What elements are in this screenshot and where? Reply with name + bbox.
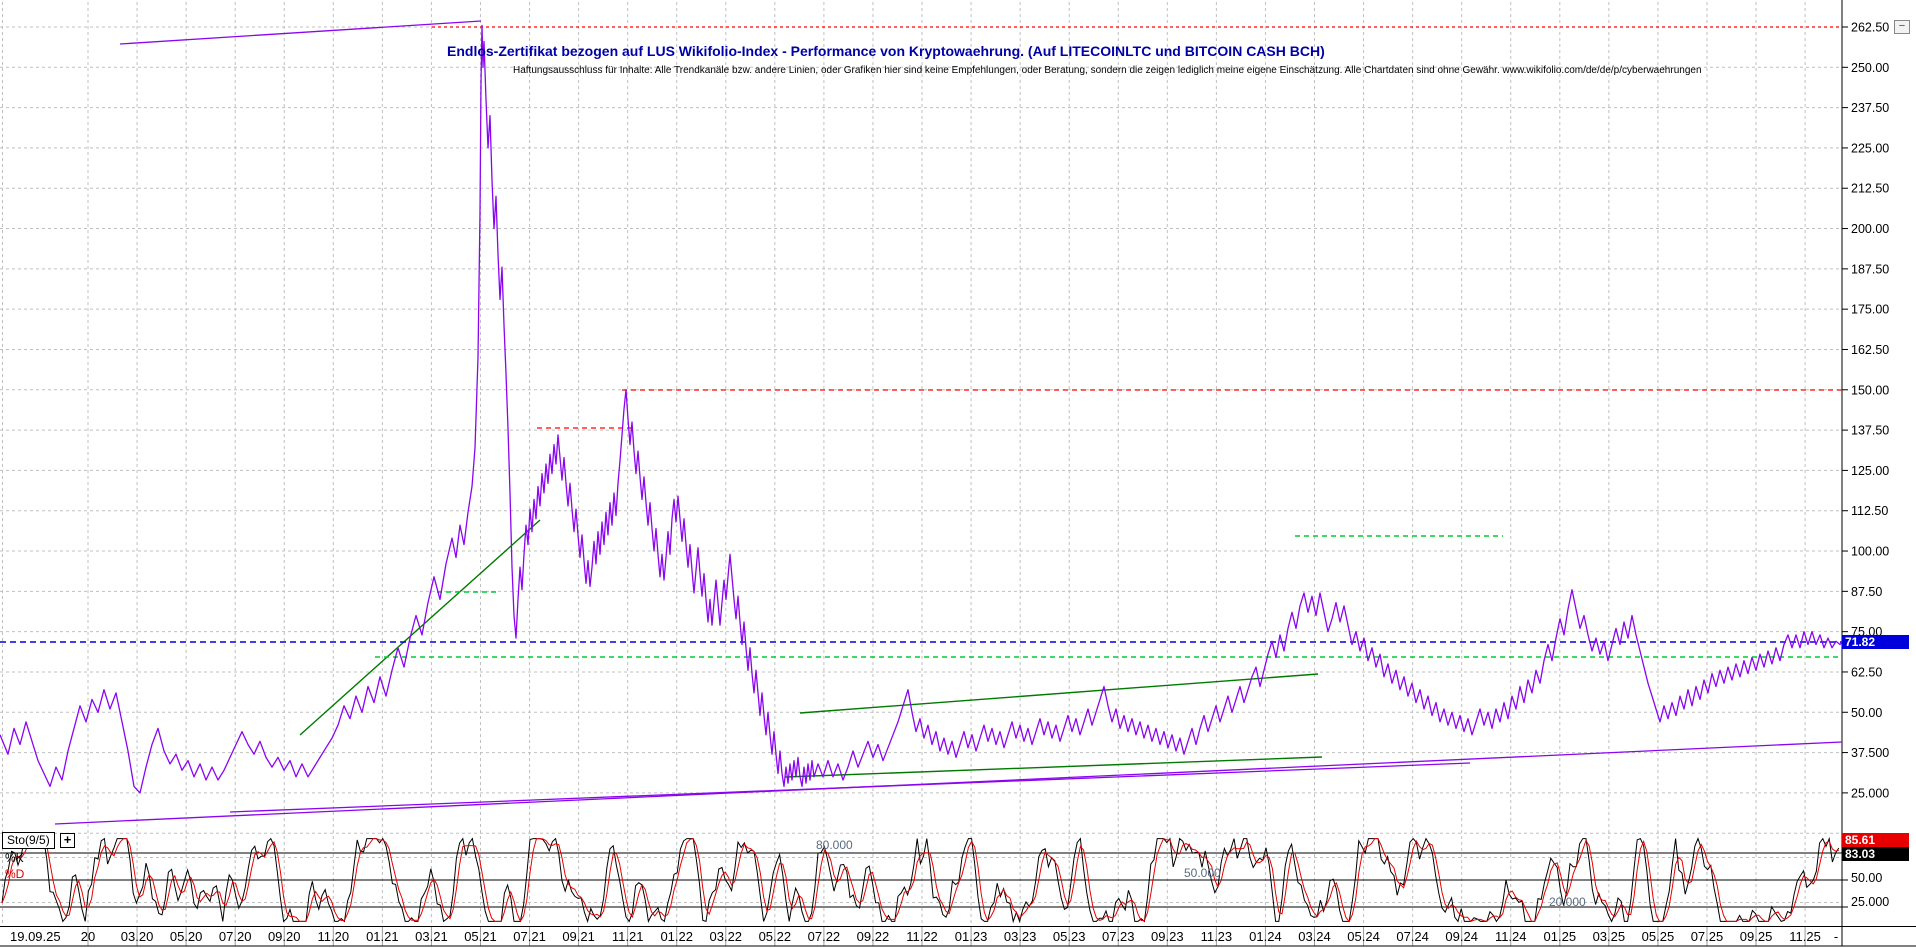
x-axis-label: 11.25	[1789, 929, 1821, 944]
x-axis-label: 05.20	[170, 929, 203, 944]
purple-upper-resistance	[119, 20, 482, 45]
x-axis-label: 11.20	[318, 929, 350, 944]
x-axis-label: 09.21	[562, 929, 595, 944]
stochastic-axis-label-50: 50.00	[1851, 871, 1883, 885]
x-axis-label: 09.22	[857, 929, 890, 944]
y-axis-tick-label: 225.00	[1851, 141, 1889, 155]
y-axis-tick-label: 175.00	[1851, 303, 1889, 317]
stochastic-level-50-label: 50.000	[1184, 866, 1221, 880]
stochastic-d-legend: %D	[5, 867, 25, 881]
y-axis-tick-label: 200.00	[1851, 222, 1889, 236]
stochastic-d-value-marker: 83.03	[1842, 847, 1909, 861]
x-axis-label: 01.24	[1249, 929, 1282, 944]
x-axis-label: 05.24	[1347, 929, 1380, 944]
current-price-marker: 71.82	[1842, 635, 1909, 649]
x-axis-label: 03.20	[121, 929, 154, 944]
x-axis-label: 05.22	[759, 929, 792, 944]
x-axis-label: 11.22	[906, 929, 938, 944]
stochastic-indicator-label[interactable]: Sto(9/5)	[2, 832, 55, 849]
y-axis-tick-label: 25.000	[1851, 786, 1889, 800]
x-axis-label: 03.22	[710, 929, 743, 944]
y-axis-tick-label: 162.50	[1851, 343, 1889, 357]
x-axis-label: 01.22	[660, 929, 693, 944]
y-axis-tick-label: 212.50	[1851, 182, 1889, 196]
x-axis-label: 07.21	[513, 929, 546, 944]
y-axis-tick-label: 137.50	[1851, 424, 1889, 438]
x-axis-label: 07.22	[808, 929, 841, 944]
x-axis-label: 05.25	[1642, 929, 1675, 944]
stochastic-d-line	[1, 837, 1839, 923]
x-axis-label: 07.23	[1102, 929, 1135, 944]
x-axis-label: 20	[81, 929, 95, 944]
y-axis-tick-label: 125.00	[1851, 464, 1889, 478]
x-axis-label: 09.25	[1740, 929, 1773, 944]
y-axis-tick-label: 62.50	[1851, 665, 1882, 679]
x-axis-label: 01.21	[366, 929, 399, 944]
y-axis-tick-label: 237.50	[1851, 101, 1889, 115]
stochastic-axis-label-25: 25.000	[1851, 895, 1890, 909]
green-channel-upper	[799, 673, 1319, 714]
y-axis-tick-label: 87.50	[1851, 585, 1882, 599]
stochastic-level-20-label: 20.000	[1549, 895, 1586, 909]
y-axis-tick-label: 187.50	[1851, 262, 1889, 276]
x-axis-label: 09.23	[1151, 929, 1184, 944]
chart-disclaimer: Haftungsausschluss für Inhalte: Alle Tre…	[513, 65, 1702, 76]
x-axis-label: 09.24	[1445, 929, 1478, 944]
y-axis-tick-label: 150.00	[1851, 383, 1889, 397]
stochastic-k-value-marker: 85.61	[1842, 833, 1909, 847]
x-axis-label: 11.24	[1495, 929, 1527, 944]
collapse-button[interactable]: −	[1894, 20, 1910, 34]
x-axis-label: 01.25	[1544, 929, 1577, 944]
x-axis-label: 09.20	[268, 929, 301, 944]
y-axis-tick-label: 50.00	[1851, 706, 1882, 720]
x-axis-label: 11.21	[612, 929, 644, 944]
x-axis-label: 03.21	[415, 929, 448, 944]
x-axis-label: 07.25	[1691, 929, 1724, 944]
purple-long-support-2	[229, 762, 1471, 813]
x-axis-label: -	[1834, 929, 1838, 944]
x-axis-label: 07.20	[219, 929, 252, 944]
green-channel-lower	[784, 756, 1323, 778]
x-axis-label: 05.21	[464, 929, 497, 944]
x-axis-label: 11.23	[1201, 929, 1233, 944]
x-axis-label: 19.09.25	[10, 929, 61, 944]
x-axis-label: 01.23	[955, 929, 988, 944]
x-axis-label: 05.23	[1053, 929, 1086, 944]
stochastic-k-legend: %K	[5, 851, 24, 865]
y-axis-tick-label: 112.50	[1851, 504, 1888, 518]
x-axis-label: 07.24	[1396, 929, 1429, 944]
chart-title: Endlos-Zertifikat bezogen auf LUS Wikifo…	[447, 43, 1325, 59]
price-line	[0, 24, 1843, 794]
stochastic-level-80-label: 80.000	[816, 838, 853, 852]
add-indicator-button[interactable]: +	[60, 833, 75, 848]
y-axis-tick-label: 262.50	[1851, 21, 1889, 35]
x-axis-label: 03.24	[1298, 929, 1331, 944]
y-axis-tick-label: 100.00	[1851, 545, 1889, 559]
x-axis-label: 03.23	[1004, 929, 1037, 944]
y-axis-tick-label: 250.00	[1851, 61, 1889, 75]
x-axis-label: 03.25	[1593, 929, 1626, 944]
y-axis-tick-label: 37.500	[1851, 746, 1889, 760]
